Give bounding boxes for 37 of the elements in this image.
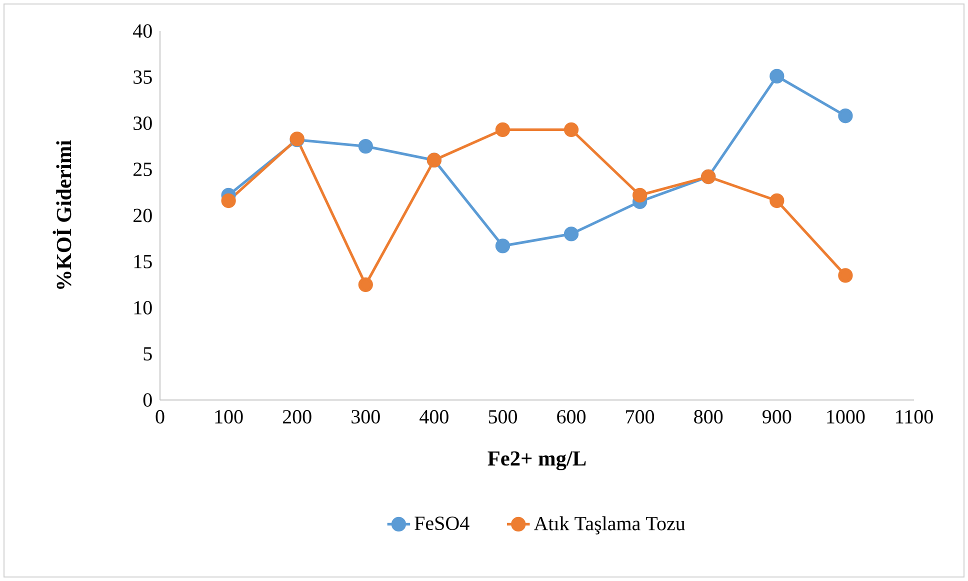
- point: [358, 138, 373, 154]
- x-tick-label: 800: [694, 410, 723, 424]
- x-tick-label: 0: [156, 410, 164, 424]
- x-axis-title: Fe2+ mg/L: [488, 451, 586, 470]
- x-tick-label: 300: [352, 410, 380, 424]
- x-tick-label: 1000: [827, 410, 865, 424]
- y-tick-label: 5: [144, 347, 152, 360]
- point: [564, 226, 579, 242]
- legend-label: Atık Taşlama Tozu: [534, 516, 686, 534]
- point: [495, 238, 510, 254]
- point: [838, 108, 853, 124]
- point: [358, 277, 373, 292]
- y-tick-label: 30: [134, 116, 152, 130]
- point: [221, 193, 236, 208]
- y-tick-label: 40: [133, 24, 152, 38]
- x-tick-label: 100: [215, 410, 243, 424]
- point: [838, 268, 853, 283]
- y-tick-label: 0: [143, 393, 152, 407]
- x-tick-label: 1100: [896, 410, 933, 424]
- y-axis-title: %KOİ Giderimi: [52, 140, 72, 289]
- y-tick-label: 35: [134, 70, 152, 84]
- point: [495, 122, 510, 138]
- y-tick-label: 25: [134, 162, 152, 176]
- point: [564, 122, 579, 138]
- x-tick-label: 500: [488, 410, 517, 424]
- y-tick-label: 20: [134, 208, 152, 222]
- x-tick-label: 900: [762, 410, 792, 424]
- x-tick-label: 600: [557, 410, 586, 424]
- y-tick-label: 10: [134, 300, 152, 314]
- legend-label: FeSO4: [414, 516, 470, 530]
- point: [770, 193, 784, 208]
- x-tick-label: 200: [282, 410, 312, 424]
- point: [770, 68, 784, 84]
- x-tick-label: 700: [626, 410, 654, 424]
- y-tick-label: 15: [134, 254, 152, 268]
- x-tick-label: 400: [420, 410, 448, 424]
- point: [632, 188, 648, 203]
